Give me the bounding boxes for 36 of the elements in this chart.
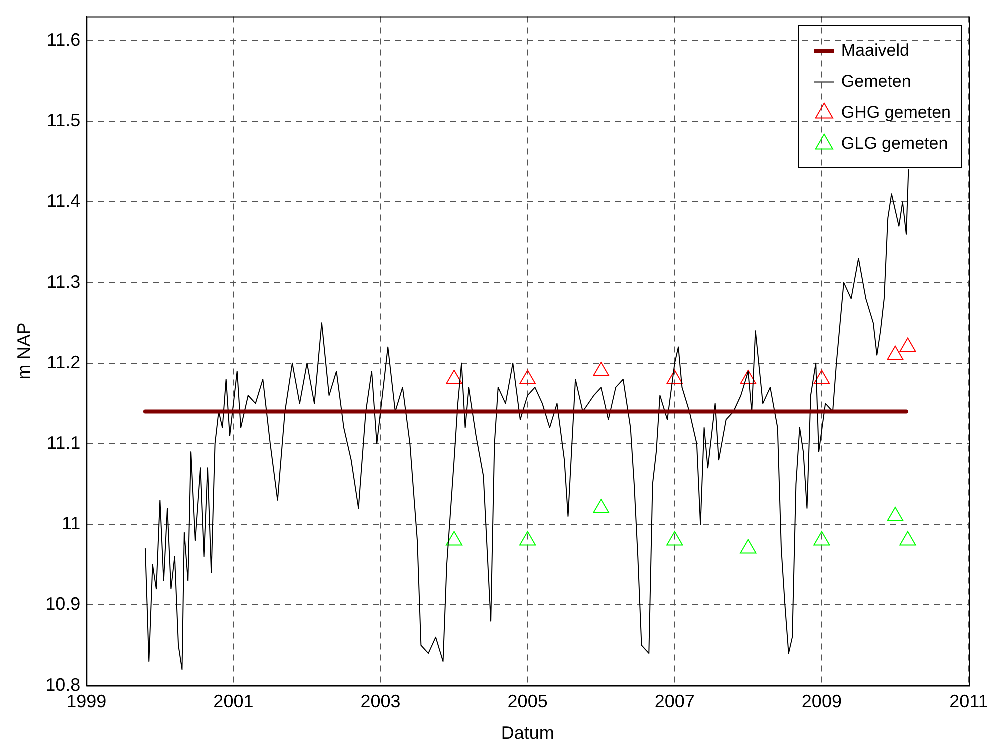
legend-label: GLG gemeten (841, 134, 948, 153)
y-axis-title: m NAP (14, 322, 34, 380)
y-tick-label: 11.1 (46, 432, 81, 453)
point (520, 531, 536, 546)
legend-label: Gemeten (841, 72, 912, 91)
point (740, 370, 757, 385)
y-tick-label: 11 (62, 514, 81, 534)
y-tick-label: 11.2 (46, 352, 81, 372)
legend-label: GHG gemeten (841, 102, 952, 122)
point (887, 507, 904, 522)
x-tick-label: 2009 (802, 692, 842, 712)
y-tick-label: 10.9 (46, 594, 81, 614)
x-tick-label: 2005 (508, 692, 548, 712)
x-tick-label: 2007 (654, 692, 695, 712)
point (814, 531, 830, 546)
point (900, 338, 916, 352)
point (446, 370, 463, 385)
point (446, 531, 463, 546)
x-tick-label: 2001 (214, 692, 254, 712)
y-tick-label: 11.3 (46, 272, 81, 292)
y-tick-label: 11.4 (46, 191, 81, 212)
point (814, 370, 830, 385)
point (520, 370, 536, 385)
point (593, 362, 610, 376)
point (887, 346, 904, 360)
x-tick-label: 2011 (950, 692, 988, 712)
point (666, 531, 684, 546)
x-axis-title: Datum (501, 723, 554, 744)
point (666, 370, 684, 385)
x-tick-label: 2003 (360, 692, 401, 712)
y-tick-label: 11.5 (46, 110, 81, 131)
legend-label: Maaiveld (841, 40, 910, 60)
y-tick-label: 11.6 (46, 30, 81, 50)
point (593, 498, 610, 514)
point (740, 539, 757, 554)
point (900, 531, 916, 546)
